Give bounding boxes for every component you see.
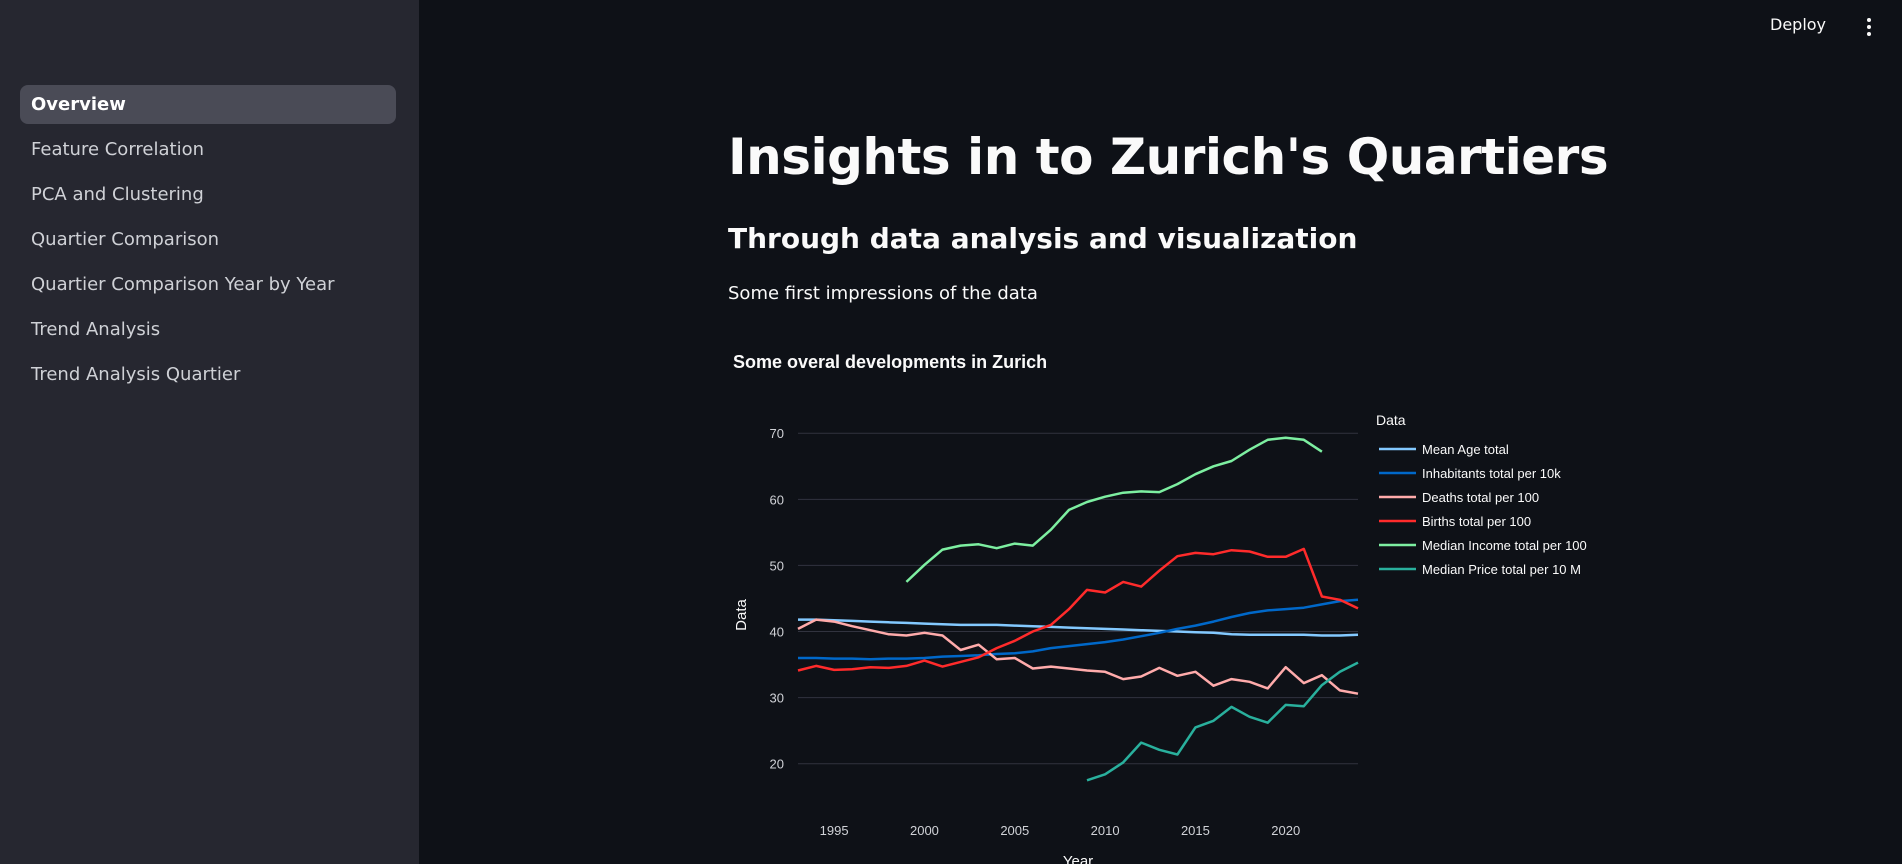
legend-item-label[interactable]: Median Income total per 100 bbox=[1422, 538, 1587, 553]
series-line-3[interactable] bbox=[797, 547, 1359, 672]
sidebar-item-quartier-comparison[interactable]: Quartier Comparison bbox=[31, 229, 220, 250]
x-tick-label: 1995 bbox=[820, 823, 849, 838]
y-tick-label: 60 bbox=[770, 492, 784, 507]
legend-item-label[interactable]: Inhabitants total per 10k bbox=[1422, 466, 1561, 481]
series-line-1[interactable] bbox=[798, 598, 1359, 661]
x-tick-label: 2000 bbox=[910, 823, 939, 838]
x-tick-label: 2010 bbox=[1091, 823, 1120, 838]
line-chart[interactable]: Some overal developments in Zurich 20 30 4… bbox=[728, 345, 1648, 864]
chart-title: Some overal developments in Zurich bbox=[733, 352, 1047, 372]
x-tick-label: 2015 bbox=[1181, 823, 1210, 838]
page-title: Insights in to Zurich's Quartiers bbox=[728, 128, 1609, 186]
legend-item-label[interactable]: Deaths total per 100 bbox=[1422, 490, 1539, 505]
deploy-button[interactable]: Deploy bbox=[1770, 15, 1827, 34]
x-tick-label: 2005 bbox=[1000, 823, 1029, 838]
sidebar-item-trend-analysis-quartier[interactable]: Trend Analysis Quartier bbox=[31, 364, 241, 385]
sidebar-item-feature-correlation[interactable]: Feature Correlation bbox=[31, 139, 204, 160]
series-line-2[interactable] bbox=[797, 618, 1359, 695]
chart-svg[interactable]: Some overal developments in Zurich 20 30 4… bbox=[728, 345, 1648, 864]
series-line-4[interactable] bbox=[905, 436, 1323, 583]
sidebar-nav: Overview Feature Correlation PCA and Clust… bbox=[20, 85, 396, 400]
y-tick-label: 30 bbox=[770, 691, 784, 706]
sidebar-item-overview[interactable]: Overview bbox=[20, 85, 396, 124]
intro-text: Some first impressions of the data bbox=[728, 283, 1038, 304]
x-axis-ticks: 1995 2000 2005 2010 2015 2020 bbox=[820, 823, 1301, 838]
sidebar-item-pca-and-clustering[interactable]: PCA and Clustering bbox=[31, 184, 204, 205]
legend-item-label[interactable]: Mean Age total bbox=[1422, 442, 1509, 457]
x-axis-label: Year bbox=[1063, 853, 1093, 864]
legend-item-label[interactable]: Median Price total per 10 M bbox=[1422, 562, 1581, 577]
chart-series-lines bbox=[797, 436, 1359, 782]
y-tick-label: 20 bbox=[770, 757, 784, 772]
x-tick-label: 2020 bbox=[1271, 823, 1300, 838]
legend-title: Data bbox=[1376, 412, 1406, 428]
sidebar: Overview Feature Correlation PCA and Clust… bbox=[0, 0, 419, 864]
series-line-5[interactable] bbox=[1086, 661, 1359, 782]
series-line-0[interactable] bbox=[798, 618, 1359, 637]
sidebar-item-quartier-comparison-year-by-year[interactable]: Quartier Comparison Year by Year bbox=[31, 274, 335, 295]
chart-legend[interactable]: Data Mean Age total Inhabitants total per… bbox=[1376, 412, 1587, 577]
legend-item-label[interactable]: Births total per 100 bbox=[1422, 514, 1531, 529]
page-subtitle: Through data analysis and visualization bbox=[728, 222, 1358, 255]
chart-grid bbox=[798, 432, 1358, 765]
main-menu-icon[interactable] bbox=[1865, 18, 1873, 36]
sidebar-item-trend-analysis[interactable]: Trend Analysis bbox=[31, 319, 161, 340]
y-tick-label: 70 bbox=[770, 426, 784, 441]
y-axis-ticks: 20 30 40 50 60 70 bbox=[770, 426, 784, 772]
y-tick-label: 40 bbox=[770, 625, 784, 640]
y-axis-label: Data bbox=[733, 599, 750, 631]
y-tick-label: 50 bbox=[770, 558, 784, 573]
